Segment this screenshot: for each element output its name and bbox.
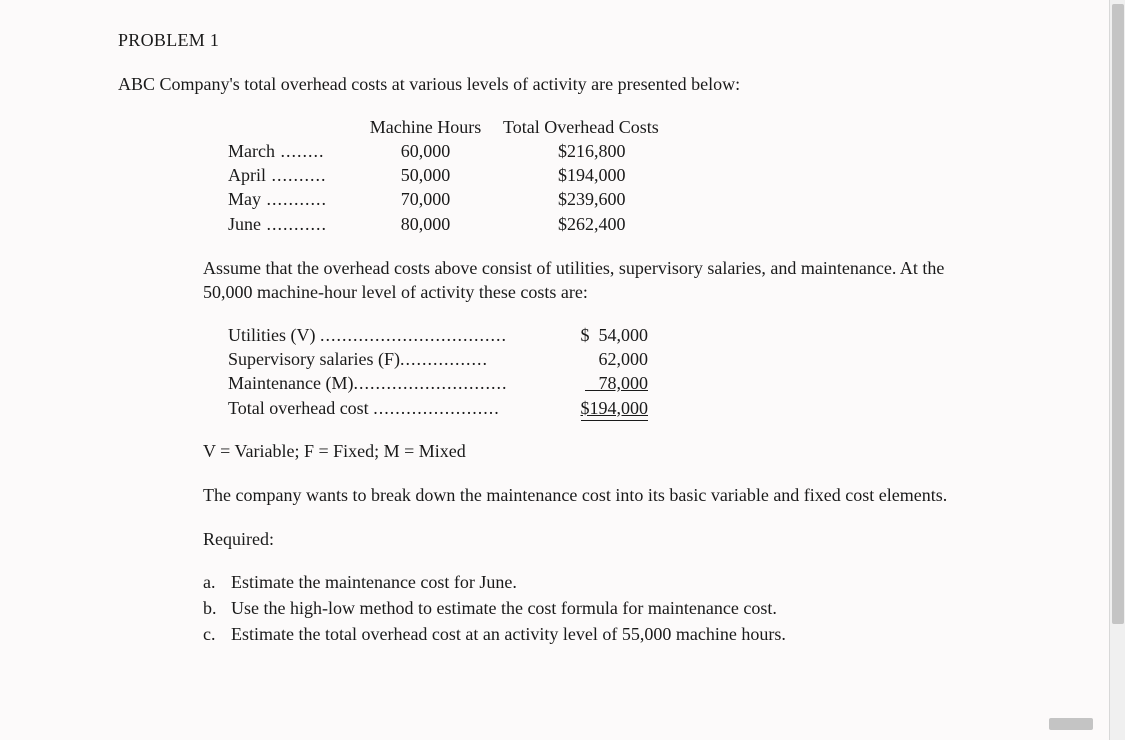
item-letter: a. — [203, 570, 231, 594]
machine-hours-value: 70,000 — [348, 187, 503, 211]
breakdown-text: The company wants to break down the main… — [203, 483, 975, 507]
overhead-value: $262,400 — [503, 212, 703, 236]
vertical-scrollbar[interactable] — [1109, 0, 1125, 740]
table-row: Utilities (V) ..........................… — [228, 323, 1015, 347]
item-text: Estimate the total overhead cost at an a… — [231, 622, 1015, 646]
table-row: Maintenance (M).........................… — [228, 371, 1015, 395]
table-row: Total overhead cost ....................… — [228, 396, 1015, 421]
cost-label: Total overhead cost — [228, 398, 369, 418]
table-row: March ........ 60,000 $216,800 — [228, 139, 1015, 163]
table-row: Supervisory salaries (F)................… — [228, 347, 1015, 371]
month-label: April — [228, 165, 266, 185]
overhead-value: $239,600 — [503, 187, 703, 211]
item-letter: b. — [203, 596, 231, 620]
list-item: a. Estimate the maintenance cost for Jun… — [203, 570, 1015, 594]
table-row: June ........... 80,000 $262,400 — [228, 212, 1015, 236]
cost-label: Maintenance (M) — [228, 373, 353, 393]
legend-text: V = Variable; F = Fixed; M = Mixed — [203, 439, 1015, 463]
cost-value: 78,000 — [585, 373, 648, 393]
cost-label: Supervisory salaries (F) — [228, 349, 400, 369]
overhead-value: $216,800 — [503, 139, 703, 163]
header-machine-hours: Machine Hours — [348, 115, 503, 139]
scrollbar-thumb[interactable] — [1112, 4, 1124, 624]
header-total-overhead: Total Overhead Costs — [503, 115, 703, 139]
cost-breakdown-table: Utilities (V) ..........................… — [228, 323, 1015, 421]
document-page: PROBLEM 1 ABC Company's total overhead c… — [0, 0, 1125, 669]
item-letter: c. — [203, 622, 231, 646]
scrollbar-thumb[interactable] — [1049, 718, 1093, 730]
table-row: April .......... 50,000 $194,000 — [228, 163, 1015, 187]
item-text: Use the high-low method to estimate the … — [231, 596, 1015, 620]
required-heading: Required: — [203, 527, 1015, 551]
overhead-value: $194,000 — [503, 163, 703, 187]
table-header: Machine Hours Total Overhead Costs — [228, 115, 1015, 139]
cost-value: $194,000 — [581, 396, 649, 421]
month-label: May — [228, 189, 261, 209]
leader-dots: ....................... — [373, 398, 500, 418]
machine-hours-value: 80,000 — [348, 212, 503, 236]
horizontal-scrollbar[interactable] — [1049, 718, 1109, 732]
leader-dots: .................................. — [320, 325, 507, 345]
month-label: June — [228, 214, 261, 234]
item-text: Estimate the maintenance cost for June. — [231, 570, 1015, 594]
leader-dots: ............................ — [353, 373, 507, 393]
cost-value: 62,000 — [599, 349, 649, 369]
problem-title: PROBLEM 1 — [118, 28, 1015, 52]
leader-dots: ................ — [400, 349, 488, 369]
machine-hours-value: 50,000 — [348, 163, 503, 187]
list-item: c. Estimate the total overhead cost at a… — [203, 622, 1015, 646]
table-row: May ........... 70,000 $239,600 — [228, 187, 1015, 211]
assumption-text: Assume that the overhead costs above con… — [203, 256, 955, 305]
cost-label: Utilities (V) — [228, 325, 316, 345]
machine-hours-value: 60,000 — [348, 139, 503, 163]
month-label: March — [228, 141, 275, 161]
list-item: b. Use the high-low method to estimate t… — [203, 596, 1015, 620]
activity-table: Machine Hours Total Overhead Costs March… — [228, 115, 1015, 236]
intro-text: ABC Company's total overhead costs at va… — [118, 72, 1015, 96]
requirements-list: a. Estimate the maintenance cost for Jun… — [203, 570, 1015, 647]
cost-value: $ 54,000 — [581, 325, 649, 345]
